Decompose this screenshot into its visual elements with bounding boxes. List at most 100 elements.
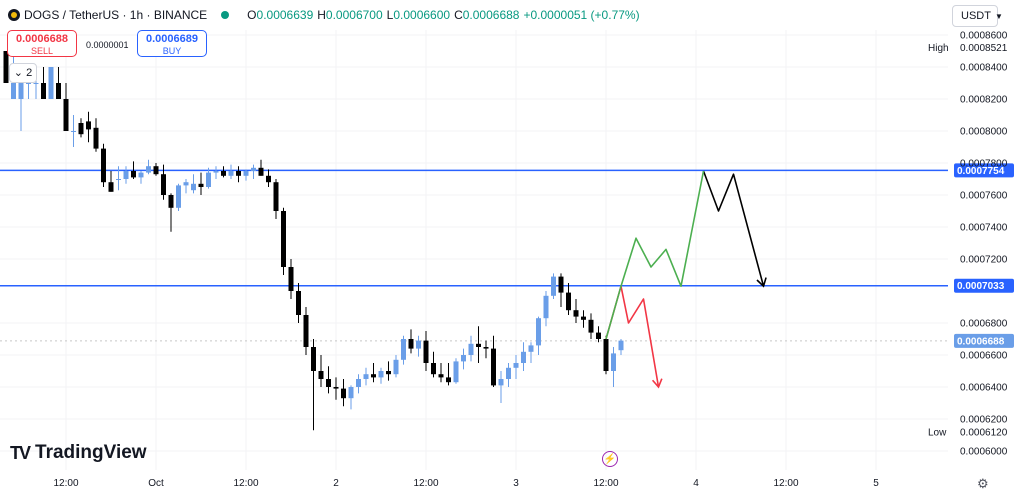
horizontal-levels: 0.0007754 0.0007033 0.0006688 xyxy=(0,163,1014,348)
last-price-label: 0.0006688 xyxy=(957,336,1005,347)
open-label: O xyxy=(247,8,257,22)
price-tick-label: 0.0007600 xyxy=(960,191,1008,202)
candle-body xyxy=(176,185,181,208)
currency-select[interactable]: USDT ▼ xyxy=(952,5,1003,27)
buy-button[interactable]: 0.0006689 BUY xyxy=(137,30,207,57)
tradingview-logo[interactable]: TV TradingView xyxy=(10,442,147,464)
bearish-arrowhead xyxy=(651,378,663,389)
candle-body xyxy=(101,148,106,183)
price-tick-label: 0.0008200 xyxy=(960,95,1008,106)
candle-body xyxy=(206,172,211,187)
price-axis[interactable]: 0.0006000 0.0006200 0.0006400 0.0006600 0.00… xyxy=(928,31,1008,458)
candle-body xyxy=(153,166,159,175)
candle-body xyxy=(236,171,241,176)
candle-body xyxy=(416,340,421,349)
level-price-label: 0.0007033 xyxy=(957,281,1005,292)
market-open-icon xyxy=(221,11,230,19)
candle-body xyxy=(468,343,474,355)
candle-body xyxy=(191,183,196,191)
candle-body xyxy=(228,171,234,176)
lightning-icon[interactable]: ⚡ xyxy=(602,451,618,467)
time-axis[interactable]: 12:00 Oct 12:00 2 12:00 3 12:00 4 12:00 5 xyxy=(53,478,879,489)
candle-body xyxy=(363,374,369,379)
candle-body xyxy=(213,171,219,173)
price-tick-label: 0.0008400 xyxy=(960,63,1008,74)
candle-body xyxy=(521,351,526,363)
sell-button[interactable]: 0.0006688 SELL xyxy=(7,30,77,57)
level-price-tag xyxy=(954,163,1014,178)
candle-body xyxy=(551,276,556,296)
chevron-down-icon: ⌄ xyxy=(13,67,24,79)
price-tick-label: 0.0006600 xyxy=(960,351,1008,362)
candle-body xyxy=(461,355,466,362)
candle-body xyxy=(311,347,316,371)
level-price-label: 0.0007754 xyxy=(957,166,1005,177)
low-label: L xyxy=(386,8,394,22)
candle-body xyxy=(86,121,91,130)
indicator-count: 2 xyxy=(26,67,33,79)
candle-body xyxy=(386,371,391,375)
low-value: 0.0006120 xyxy=(960,427,1008,438)
change-value: +0.0000051 (+0.77%) xyxy=(523,8,640,22)
candle-body xyxy=(513,363,519,368)
candle-body xyxy=(78,123,84,135)
candle-body xyxy=(251,167,256,171)
projection-paths xyxy=(605,170,767,389)
price-tick-label: 0.0008000 xyxy=(960,127,1008,138)
candle-body xyxy=(611,353,616,371)
candle-body xyxy=(438,374,444,378)
candle-body xyxy=(423,340,429,363)
candle-body xyxy=(506,367,511,379)
candle-body xyxy=(281,211,286,267)
price-tick-label: 0.0007800 xyxy=(960,159,1008,170)
candle-body xyxy=(71,131,76,132)
candle-body xyxy=(183,182,189,186)
candle-body xyxy=(393,359,399,375)
candle-body xyxy=(123,171,129,179)
candlestick-series xyxy=(3,51,624,431)
symbol-header: DOGS / TetherUS · 1h · BINANCE O 0.000663… xyxy=(8,5,640,25)
candle-body xyxy=(543,295,549,319)
candle-body xyxy=(258,167,264,176)
sell-price: 0.0006688 xyxy=(16,33,68,45)
candle-body xyxy=(408,339,414,349)
time-tick-label: 3 xyxy=(513,478,519,489)
candle-body xyxy=(341,388,346,399)
high-value: 0.0008521 xyxy=(960,43,1008,54)
candle-body xyxy=(558,276,564,293)
candle-body xyxy=(108,182,114,192)
spread-value: 0.0000001 xyxy=(86,40,129,50)
time-tick-label: 12:00 xyxy=(413,478,438,489)
indicators-collapse-button[interactable]: ⌄ 2 xyxy=(9,63,37,83)
sell-label: SELL xyxy=(30,46,54,56)
time-tick-label: 12:00 xyxy=(233,478,258,489)
candle-body xyxy=(63,99,69,131)
candle-body xyxy=(618,340,624,351)
tradingview-mark-icon: TV xyxy=(10,442,31,463)
dogs-coin-icon xyxy=(8,9,20,21)
candle-body xyxy=(48,67,54,99)
candle-body xyxy=(41,83,46,99)
last-price-tag xyxy=(954,333,1014,348)
candle-body xyxy=(581,316,586,320)
time-tick-label: Oct xyxy=(148,478,164,489)
high-label: H xyxy=(317,8,326,22)
chart-grid xyxy=(0,30,948,470)
open-value: 0.0006639 xyxy=(256,8,314,22)
candle-body xyxy=(11,83,16,99)
candle-body xyxy=(161,174,166,195)
candle-body xyxy=(536,318,541,346)
brand-name: TradingView xyxy=(35,442,147,463)
gear-icon[interactable]: ⚙ xyxy=(977,476,989,491)
time-tick-label: 12:00 xyxy=(593,478,618,489)
chevron-down-icon: ▼ xyxy=(994,12,1003,21)
price-tick-label: 0.0006200 xyxy=(960,415,1008,426)
bullish-scenario-path xyxy=(605,170,705,340)
buy-label: BUY xyxy=(162,46,182,56)
high-value: 0.0006700 xyxy=(325,8,383,22)
candle-body xyxy=(446,377,451,383)
candle-body xyxy=(288,267,294,291)
candle-body xyxy=(296,291,301,315)
symbol-title[interactable]: DOGS / TetherUS · 1h · BINANCE xyxy=(24,8,208,22)
